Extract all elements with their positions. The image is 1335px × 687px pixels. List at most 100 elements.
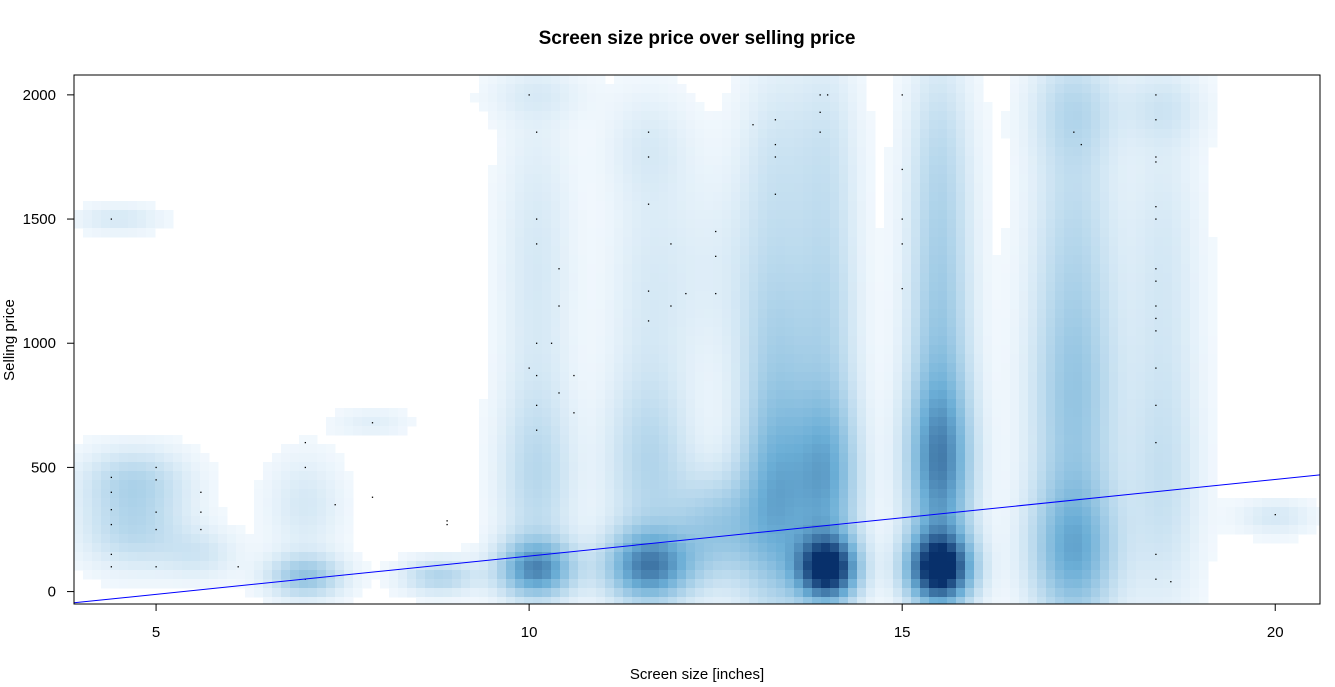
density-cell <box>1064 111 1074 121</box>
density-cell <box>1046 435 1056 445</box>
density-cell <box>137 471 147 481</box>
density-cell <box>533 111 543 121</box>
density-cell <box>767 156 777 166</box>
density-cell <box>776 444 786 454</box>
density-cell <box>515 309 525 319</box>
density-cell <box>488 471 498 481</box>
density-cell <box>668 120 678 130</box>
density-cell <box>965 165 975 175</box>
density-cell <box>1163 138 1173 148</box>
density-cell <box>1127 246 1137 256</box>
density-cell <box>938 507 948 517</box>
density-cell <box>542 219 552 229</box>
density-cell <box>524 192 534 202</box>
density-cell <box>1136 390 1146 400</box>
density-cell <box>668 102 678 112</box>
density-cell <box>1082 309 1092 319</box>
density-cell <box>920 336 930 346</box>
density-cell <box>632 507 642 517</box>
density-cell <box>488 264 498 274</box>
density-cell <box>497 129 507 139</box>
density-cell <box>1100 444 1110 454</box>
density-cell <box>1082 444 1092 454</box>
density-cell <box>560 462 570 472</box>
density-cell <box>632 165 642 175</box>
density-cell <box>506 165 516 175</box>
density-cell <box>812 507 822 517</box>
density-cell <box>1028 111 1038 121</box>
density-cell <box>1109 264 1119 274</box>
density-cell <box>848 147 858 157</box>
density-cell <box>479 516 489 526</box>
density-cell <box>1082 354 1092 364</box>
density-cell <box>542 516 552 526</box>
density-cell <box>1172 363 1182 373</box>
density-cell <box>191 471 201 481</box>
density-cell <box>515 363 525 373</box>
density-cell <box>722 183 732 193</box>
density-cell <box>317 570 327 580</box>
density-cell <box>263 480 273 490</box>
density-cell <box>677 111 687 121</box>
density-cell <box>1109 408 1119 418</box>
density-cell <box>479 489 489 499</box>
density-cell <box>776 471 786 481</box>
density-cell <box>605 282 615 292</box>
density-cell <box>1289 534 1299 544</box>
density-cell <box>1046 534 1056 544</box>
density-cell <box>1010 255 1020 265</box>
density-cell <box>965 435 975 445</box>
density-cell <box>812 435 822 445</box>
density-cell <box>650 147 660 157</box>
density-cell <box>137 480 147 490</box>
density-cell <box>542 426 552 436</box>
density-cell <box>1136 156 1146 166</box>
density-cell <box>146 444 156 454</box>
density-cell <box>695 246 705 256</box>
density-cell <box>1046 462 1056 472</box>
density-cell <box>803 291 813 301</box>
density-cell <box>722 309 732 319</box>
density-cell <box>848 327 858 337</box>
density-cell <box>911 93 921 103</box>
density-cell <box>956 444 966 454</box>
density-cell <box>1199 228 1209 238</box>
density-cell <box>1082 255 1092 265</box>
density-cell <box>1109 516 1119 526</box>
density-cell <box>1136 282 1146 292</box>
density-cell <box>578 147 588 157</box>
density-cell <box>542 435 552 445</box>
density-cell <box>803 255 813 265</box>
density-cell <box>488 165 498 175</box>
density-cell <box>965 75 975 85</box>
density-cell <box>1100 174 1110 184</box>
density-cell <box>1091 156 1101 166</box>
density-cell <box>830 228 840 238</box>
density-cell <box>1289 525 1299 535</box>
density-cell <box>164 210 174 220</box>
density-cell <box>740 300 750 310</box>
density-cell <box>956 480 966 490</box>
density-cell <box>659 408 669 418</box>
density-cell <box>866 264 876 274</box>
density-cell <box>830 552 840 562</box>
density-cell <box>560 201 570 211</box>
density-cell <box>1127 327 1137 337</box>
density-cell <box>1109 93 1119 103</box>
density-cell <box>857 192 867 202</box>
density-cell <box>623 147 633 157</box>
density-cell <box>965 444 975 454</box>
density-cell <box>956 435 966 445</box>
density-cell <box>632 561 642 571</box>
density-cell <box>326 489 336 499</box>
density-cell <box>1100 156 1110 166</box>
density-cell <box>506 246 516 256</box>
density-cell <box>173 480 183 490</box>
density-cell <box>128 507 138 517</box>
density-cell <box>1055 543 1065 553</box>
density-cell <box>857 390 867 400</box>
density-cell <box>1127 435 1137 445</box>
density-cell <box>1172 300 1182 310</box>
density-cell <box>1181 345 1191 355</box>
density-cell <box>587 399 597 409</box>
